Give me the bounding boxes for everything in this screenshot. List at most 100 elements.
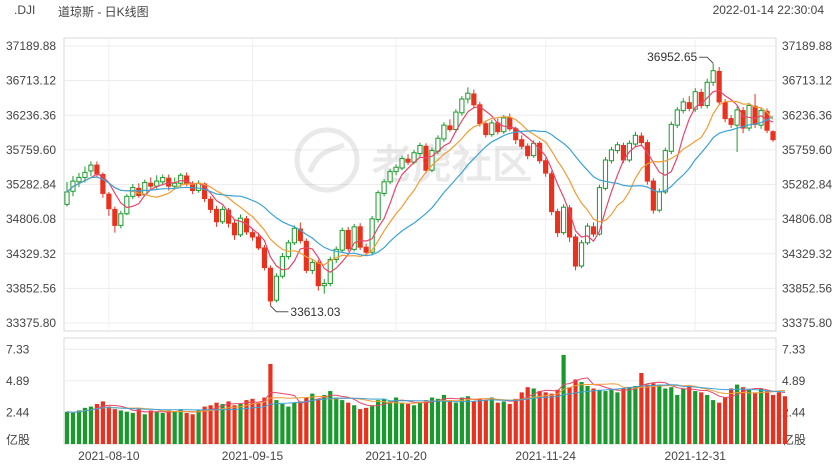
volume-bar (250, 398, 255, 444)
candle-body (100, 174, 106, 194)
volume-bar (507, 403, 512, 444)
volume-bar (64, 411, 70, 444)
volume-bar (316, 398, 321, 444)
candle-body (770, 131, 776, 141)
candle-body (291, 227, 297, 244)
candle-body (142, 182, 148, 196)
chart-header: .DJI 道琼斯 - 日K线图 2022-01-14 22:30:04 (0, 0, 840, 20)
candle-body (686, 102, 692, 109)
price-tick-label-left: 33375.80 (6, 316, 56, 330)
candle-body (255, 236, 262, 249)
volume-tick-label-left: 4.89 (6, 374, 30, 388)
volume-bar (364, 407, 369, 444)
candle-body (417, 144, 423, 154)
volume-tick-label-right: 7.33 (782, 342, 806, 356)
volume-bar (633, 385, 638, 444)
volume-bar (423, 400, 429, 444)
volume-bar (525, 387, 530, 444)
volume-bar (148, 410, 153, 444)
price-axis-right: 37189.88 36713.12 36236.36 35759.60 35282.84… (782, 39, 832, 330)
candle-body (561, 206, 567, 234)
price-tick-label-right: 34329.32 (782, 247, 832, 261)
volume-tick-label-left: 7.33 (6, 342, 30, 356)
candle-body (549, 173, 555, 213)
volume-bar (758, 388, 764, 444)
candle-body (531, 142, 537, 157)
price-tick-label-right: 34806.08 (782, 212, 832, 226)
price-tick-label-right: 33375.80 (782, 316, 832, 330)
volume-bar (477, 398, 482, 444)
candle-body (519, 139, 525, 147)
volume-bar (172, 411, 177, 444)
price-tick-label-left: 33852.56 (6, 281, 56, 295)
volume-bar (609, 389, 614, 444)
candle-body (680, 101, 686, 112)
ma-line-ma20 (66, 115, 774, 257)
candle-body (543, 160, 549, 174)
volume-bar (70, 413, 76, 444)
volume-bar (453, 402, 458, 444)
date-tick-label: 2021-10-20 (365, 449, 427, 463)
volume-bar (262, 397, 267, 444)
volume-unit-label-right: 亿股 (782, 432, 806, 447)
candle-body (507, 117, 513, 130)
volume-unit-label-left: 亿股 (6, 432, 30, 447)
candle-body (429, 150, 435, 171)
volume-bar (465, 396, 470, 444)
candle-body (602, 159, 609, 189)
volume-bar (358, 409, 363, 444)
candle-body (172, 182, 178, 187)
candle-body (375, 192, 381, 221)
volume-bar (220, 403, 225, 444)
candle-body (315, 261, 321, 287)
ma-line-ma5 (66, 89, 774, 274)
volume-bar (573, 379, 578, 444)
volume-bar (495, 402, 500, 444)
candle-body (148, 182, 154, 187)
volume-bar (154, 411, 159, 444)
volume-bar (585, 385, 590, 444)
candle-body (94, 164, 100, 175)
volume-bar (352, 405, 357, 444)
candle-body (710, 70, 716, 83)
volume-bar (483, 400, 488, 444)
price-annotations: 36952.65 33613.03 (270, 50, 714, 319)
candle-body (752, 105, 758, 125)
volume-bar (687, 385, 692, 444)
volume-bar (603, 391, 608, 444)
candle-body (118, 213, 124, 226)
candle-body (387, 171, 393, 183)
volume-bar (387, 401, 393, 444)
candle-body (219, 208, 226, 223)
volume-tick-label-right: 2.44 (782, 405, 806, 419)
volume-bar (184, 413, 189, 444)
volume-bar (82, 407, 88, 444)
volume-bar (106, 406, 111, 444)
candle-body (608, 149, 615, 162)
grid-lines (63, 37, 777, 445)
volume-tick-label-right: 4.89 (782, 374, 806, 388)
volume-bar (531, 388, 536, 444)
candle-body (381, 181, 387, 194)
volume-bar (100, 401, 105, 444)
candle-body (237, 217, 244, 236)
candle-body (692, 91, 698, 110)
volume-bar (657, 384, 662, 444)
price-axis-left: 37189.88 36713.12 36236.36 35759.60 35282.84… (6, 39, 56, 330)
annotation-leader (270, 305, 289, 313)
volume-bar (651, 383, 656, 444)
volume-bar (94, 403, 100, 444)
volume-bar (340, 400, 345, 444)
volume-bar (346, 402, 351, 444)
candle-body (590, 226, 597, 235)
candle-body (441, 124, 447, 140)
volume-bar (447, 400, 453, 444)
candle-body (447, 125, 453, 131)
candle-body (537, 142, 543, 162)
candle-body (555, 211, 561, 234)
candle-body (501, 117, 507, 133)
candle-body (297, 228, 303, 242)
candle-body (656, 191, 662, 211)
candle-body (758, 110, 764, 126)
price-tick-label-right: 35759.60 (782, 143, 832, 157)
